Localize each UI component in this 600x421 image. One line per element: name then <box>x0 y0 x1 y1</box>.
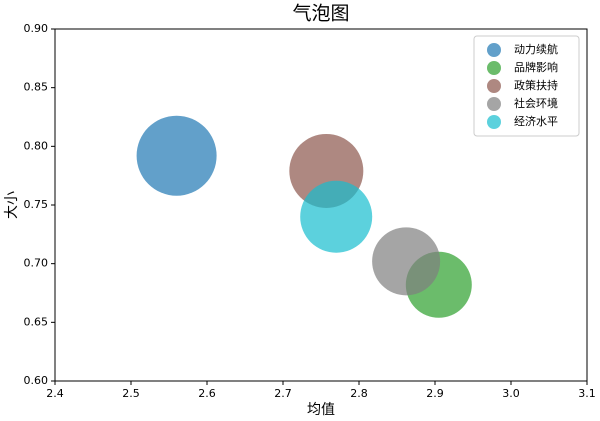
x-tick-label: 2.5 <box>122 387 140 400</box>
x-tick-label: 2.8 <box>350 387 368 400</box>
x-axis-label: 均值 <box>307 402 335 418</box>
y-tick-label: 0.60 <box>24 374 49 387</box>
legend-marker <box>487 61 501 75</box>
bubble <box>372 227 441 296</box>
y-tick-label: 0.90 <box>24 22 49 35</box>
x-tick-label: 2.6 <box>198 387 216 400</box>
y-tick-label: 0.80 <box>24 139 49 152</box>
bubble <box>300 180 373 253</box>
legend-text: 政策扶持 <box>514 78 558 92</box>
x-tick-label: 2.9 <box>426 387 444 400</box>
y-tick-label: 0.65 <box>24 315 49 328</box>
legend-text: 经济水平 <box>514 114 558 128</box>
legend-text: 社会环境 <box>514 96 558 110</box>
y-tick-label: 0.85 <box>24 81 49 94</box>
x-tick-label: 2.7 <box>274 387 292 400</box>
legend-marker <box>487 97 501 111</box>
x-tick-label: 3.0 <box>502 387 520 400</box>
y-tick-label: 0.70 <box>24 257 49 270</box>
legend-box <box>473 35 580 137</box>
chart-title: 气泡图 <box>292 3 349 25</box>
legend-marker <box>487 43 501 57</box>
x-tick-label: 3.1 <box>578 387 596 400</box>
y-tick-label: 0.75 <box>24 198 49 211</box>
legend-marker <box>487 115 501 129</box>
x-tick-label: 2.4 <box>46 387 64 400</box>
legend-text: 动力续航 <box>514 42 558 56</box>
y-axis-label: 大小 <box>4 191 20 219</box>
bubble <box>136 115 217 196</box>
legend-marker <box>487 79 501 93</box>
legend-text: 品牌影响 <box>514 60 558 74</box>
